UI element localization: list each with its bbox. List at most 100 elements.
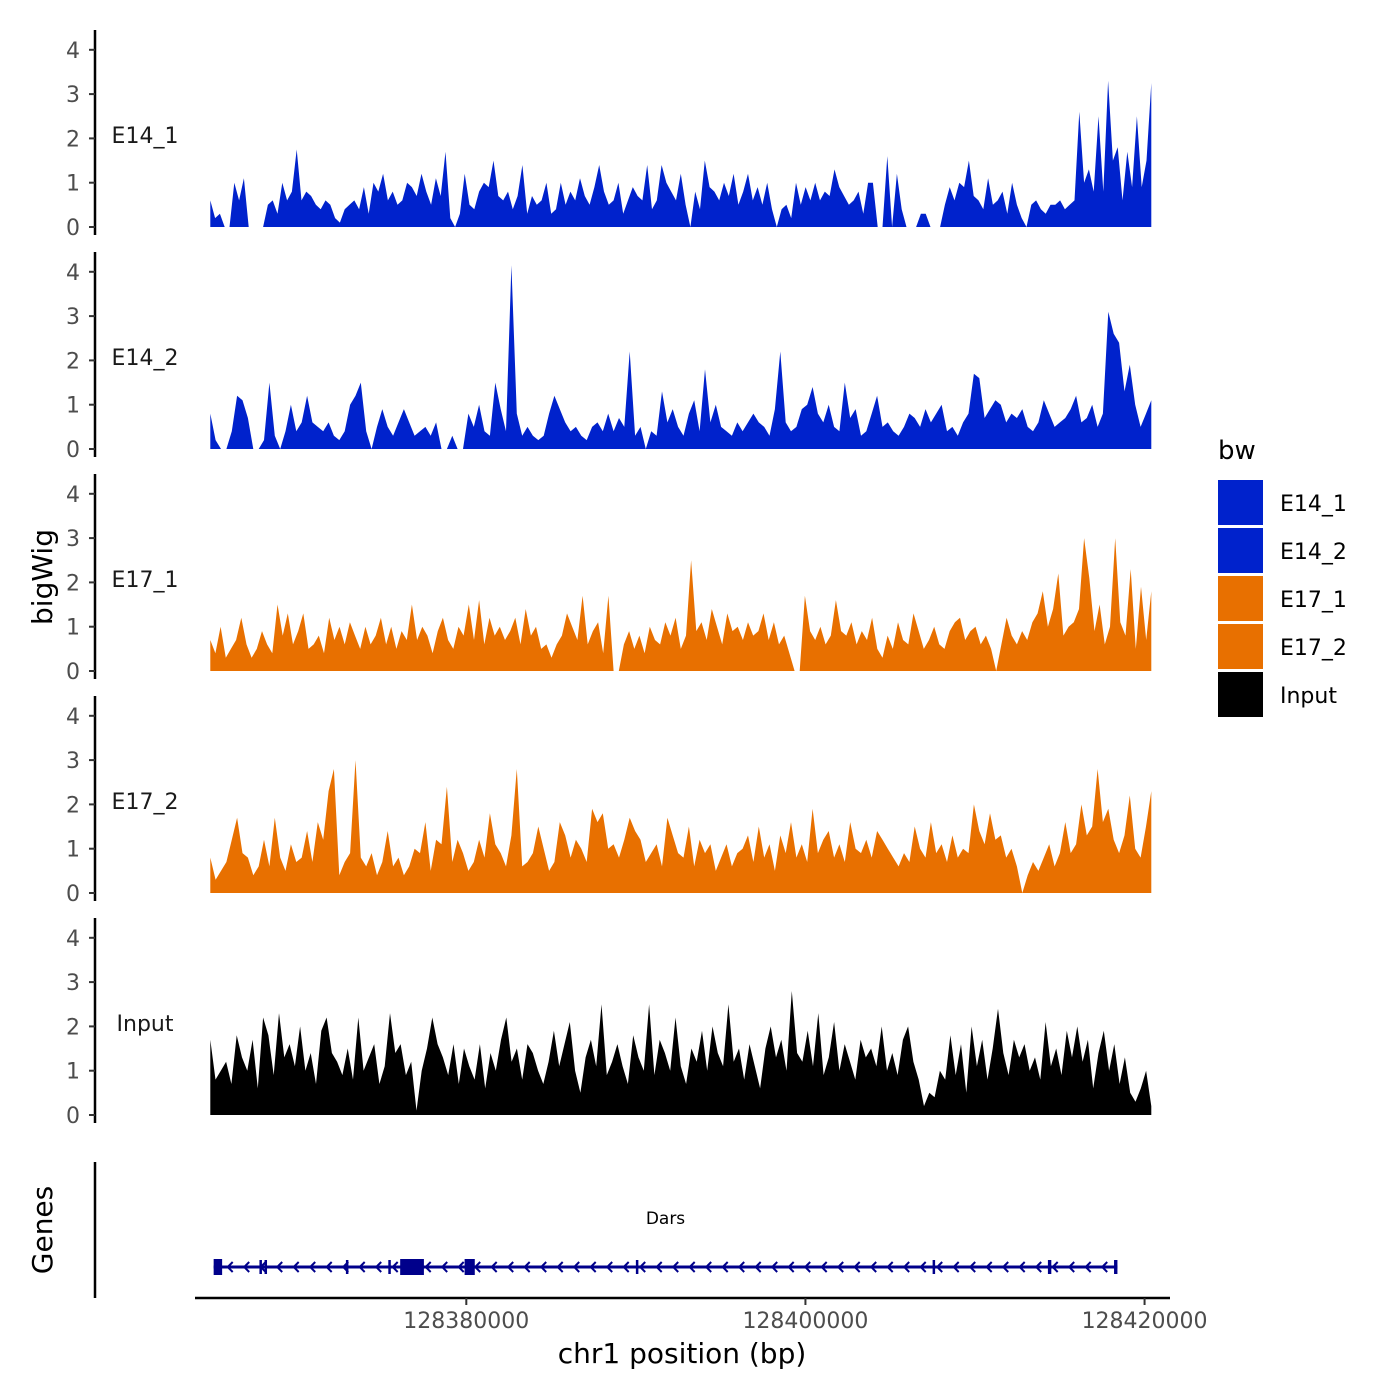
strand-arrow [671,1261,679,1273]
strand-arrow [902,1261,910,1273]
legend-label: E17_1 [1280,588,1347,613]
strand-arrow [886,1261,894,1273]
strand-arrow [935,1261,943,1273]
y-tick-label: 4 [66,39,80,64]
strand-arrow [325,1261,333,1273]
strand-arrow [622,1261,630,1273]
strand-arrow [803,1261,811,1273]
y-tick-label: 4 [66,483,80,508]
gene-exon [1114,1260,1118,1274]
signal-area-Input [210,991,1152,1115]
gene-model [213,1259,1118,1275]
strand-arrow [820,1261,828,1273]
y-tick-label: 1 [66,394,80,419]
signal-area-E17_2 [210,760,1152,893]
strand-arrow [968,1261,976,1273]
y-tick-label: 0 [66,660,80,685]
legend-label: Input [1280,684,1337,709]
gene-exon [213,1259,223,1275]
strand-arrow [919,1261,927,1273]
gene-exon [264,1260,268,1274]
legend-swatch [1218,576,1263,621]
legend-swatch [1218,480,1263,525]
strand-arrow [869,1261,877,1273]
y-tick-label: 2 [66,127,80,152]
strand-arrow [292,1261,300,1273]
gene-exon [388,1260,391,1274]
strand-arrow [308,1261,316,1273]
track-E17_1: 0 1 2 3 4 E17_1 [66,474,1152,685]
y-tick-label: 1 [66,616,80,641]
strand-arrow [721,1261,729,1273]
y-axis-title: bigWig [26,529,59,625]
y-tick-label: 3 [66,83,80,108]
legend-label: E14_1 [1280,492,1347,517]
gene-name-label: Dars [646,1209,685,1229]
y-tick-label: 2 [66,793,80,818]
strand-arrow [787,1261,795,1273]
y-tick-label: 3 [66,305,80,330]
gene-exon [345,1260,349,1274]
y-tick-label: 3 [66,971,80,996]
signal-area-E17_1 [210,538,1152,671]
strand-arrow [440,1261,448,1273]
strand-arrow [226,1261,234,1273]
strand-arrow [704,1261,712,1273]
strand-arrow [457,1261,465,1273]
y-tick-label: 4 [66,705,80,730]
legend-swatch [1218,672,1263,717]
signal-area-E14_2 [210,265,1152,449]
track-label: E14_2 [112,346,179,371]
track-label: E17_2 [112,790,179,815]
strand-arrow [523,1261,531,1273]
strand-arrow [985,1261,993,1273]
strand-arrow [605,1261,613,1273]
strand-arrow [638,1261,646,1273]
genes-panel: Genes Dars [26,1162,1118,1298]
track-E14_2: 0 1 2 3 4 E14_2 [66,252,1152,463]
legend-swatch [1218,528,1263,573]
strand-arrow [952,1261,960,1273]
y-tick-label: 0 [66,438,80,463]
strand-arrow [556,1261,564,1273]
x-axis-title: chr1 position (bp) [558,1337,807,1370]
track-label: E14_1 [112,124,179,149]
y-tick-label: 3 [66,749,80,774]
strand-arrow [490,1261,498,1273]
signal-tracks: 0 1 2 3 4 E14_1 0 1 2 3 4 E14_2 0 1 2 3 4 E17_1 0 1 2 3 4 E17_2… [66,30,1152,1129]
strand-arrow [754,1261,762,1273]
strand-arrow [1051,1261,1059,1273]
y-tick-label: 3 [66,527,80,552]
strand-arrow [1067,1261,1075,1273]
y-tick-label: 0 [66,882,80,907]
strand-arrow [572,1261,580,1273]
strand-arrow [737,1261,745,1273]
strand-arrow [539,1261,547,1273]
signal-area-E14_1 [210,80,1152,227]
x-axis: 128380000 128400000 128420000 [195,1296,1208,1334]
gene-exon [1047,1260,1052,1274]
track-label: E17_1 [112,568,179,593]
track-label: Input [117,1012,174,1037]
legend-swatch [1218,624,1263,669]
strand-arrow [358,1261,366,1273]
x-tick-label: 128400000 [742,1309,868,1334]
gene-exon [635,1260,639,1274]
track-Input: 0 1 2 3 4 Input [66,918,1152,1129]
strand-arrow [1001,1261,1009,1273]
strand-arrow [1084,1261,1092,1273]
y-tick-label: 2 [66,1015,80,1040]
legend-title: bw [1218,436,1256,466]
y-tick-label: 4 [66,261,80,286]
x-tick-label: 128420000 [1082,1309,1208,1334]
y-tick-label: 2 [66,349,80,374]
y-tick-label: 4 [66,927,80,952]
genes-axis-title: Genes [26,1186,59,1274]
strand-arrow [770,1261,778,1273]
strand-arrow [853,1261,861,1273]
gene-exon [464,1259,475,1275]
y-tick-label: 1 [66,838,80,863]
strand-arrow [1034,1261,1042,1273]
strand-arrow [424,1261,432,1273]
